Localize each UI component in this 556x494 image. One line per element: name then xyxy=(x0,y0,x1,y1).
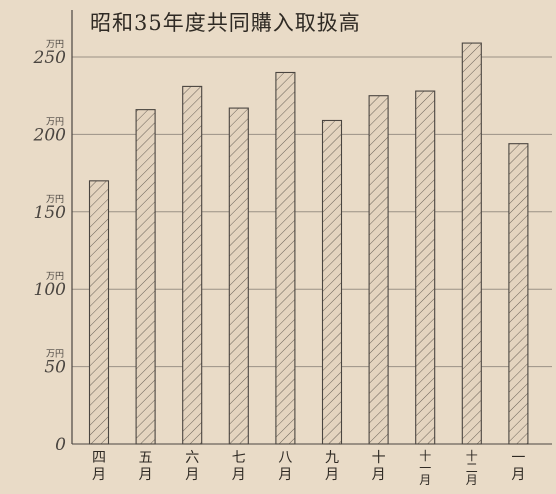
bar xyxy=(228,107,249,445)
x-tick-label: 六月 xyxy=(185,450,199,483)
bar xyxy=(461,42,482,445)
bar xyxy=(135,109,156,445)
y-tick-label: 50 xyxy=(44,358,66,378)
y-unit-label: 万円 xyxy=(46,116,64,127)
x-tick-label: 八月 xyxy=(278,450,292,483)
bar xyxy=(182,85,203,445)
bar xyxy=(508,143,529,445)
chart-title: 昭和35年度共同購入取扱高 xyxy=(90,11,361,35)
x-tick-label: 十一月 xyxy=(419,449,431,487)
x-tick-label: 七月 xyxy=(232,450,246,483)
y-unit-label: 万円 xyxy=(46,349,64,360)
y-unit-label: 万円 xyxy=(46,271,64,282)
bar xyxy=(415,90,436,445)
y-tick-label: 150 xyxy=(34,203,67,223)
x-tick-label: 四月 xyxy=(92,450,106,483)
y-unit-label: 万円 xyxy=(46,39,64,50)
y-tick-label: 200 xyxy=(33,125,67,145)
bars xyxy=(88,42,529,445)
y-tick-label: 100 xyxy=(34,280,67,300)
x-tick-label: 十月 xyxy=(372,450,386,483)
y-tick-label: 0 xyxy=(55,435,66,455)
tick-labels: 050万円100万円150万円200万円250万円四月五月六月七月八月九月十月十… xyxy=(33,39,526,487)
x-tick-label: 十二月 xyxy=(466,449,478,487)
x-tick-label: 一月 xyxy=(511,450,525,483)
bar xyxy=(88,180,110,445)
x-tick-label: 九月 xyxy=(325,450,339,483)
bar xyxy=(368,95,389,445)
y-tick-label: 250 xyxy=(33,48,67,68)
bar xyxy=(321,119,343,445)
y-unit-label: 万円 xyxy=(46,194,64,205)
bar xyxy=(275,71,296,445)
x-tick-label: 五月 xyxy=(139,450,153,483)
